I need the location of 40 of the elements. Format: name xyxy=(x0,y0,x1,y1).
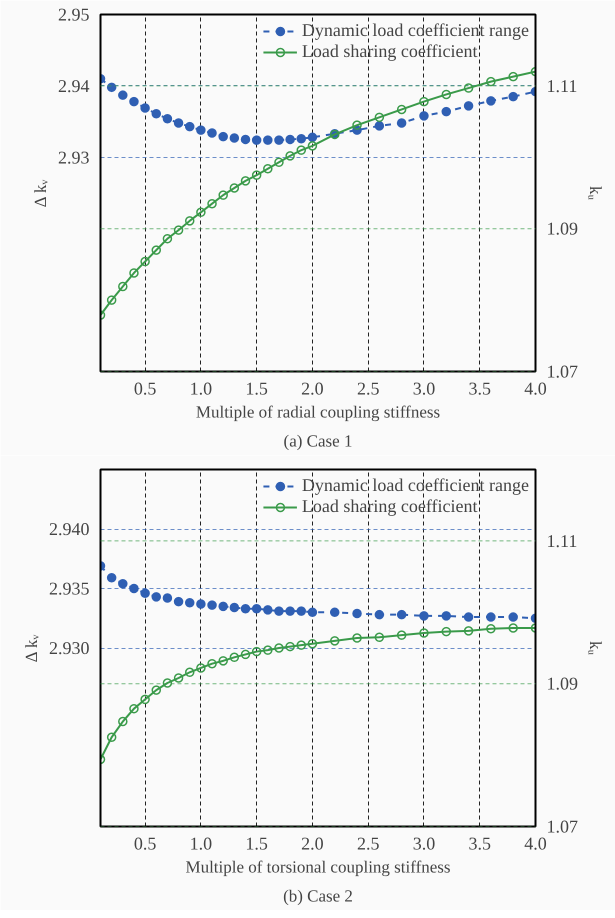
x-tick-label: 0.5 xyxy=(134,834,156,854)
x-tick-label: 1.5 xyxy=(245,834,268,854)
x-tick-label: 3.0 xyxy=(412,834,436,854)
x-tick-label: 2.5 xyxy=(356,378,380,398)
x-axis-title: Multiple of torsional coupling stiffness xyxy=(185,858,451,876)
y2-tick-label: 1.07 xyxy=(546,816,578,836)
y2-axis-title: kᵤ xyxy=(586,186,605,200)
x-tick-label: 2.5 xyxy=(356,834,380,854)
y-tick-label: 2.93 xyxy=(58,147,90,168)
text: (b) Case 2 xyxy=(283,886,353,906)
x-tick-label: 2.0 xyxy=(301,378,324,398)
y2-tick-label: 1.11 xyxy=(546,76,578,96)
y2-tick-label: 1.09 xyxy=(546,674,578,694)
legend-label: Load sharing coefficient xyxy=(302,41,478,62)
legend-label: Dynamic load coefficient range xyxy=(302,475,529,496)
text: (a) Case 1 xyxy=(284,432,352,450)
x-tick-label: 0.5 xyxy=(134,378,156,398)
y2-tick-label: 1.11 xyxy=(546,530,578,551)
y2-axis-title: kᵤ xyxy=(586,640,605,656)
y-axis-title: Δ kᵥ xyxy=(22,634,41,662)
x-tick-label: 1.0 xyxy=(190,378,212,398)
y-tick-label: 2.935 xyxy=(49,578,90,598)
x-tick-label: 1.0 xyxy=(190,834,212,854)
x-tick-label: 3.0 xyxy=(412,378,436,398)
x-tick-label: 4.0 xyxy=(524,834,547,854)
y2-tick-label: 1.09 xyxy=(546,218,578,239)
legend-label: Dynamic load coefficient range xyxy=(302,20,529,41)
x-axis-title: Multiple of radial coupling stiffness xyxy=(196,402,440,422)
y-tick-label: 2.940 xyxy=(49,519,90,539)
y-tick-label: 2.95 xyxy=(58,4,90,24)
legend-label: Load sharing coefficient xyxy=(302,496,478,517)
y-tick-label: 2.94 xyxy=(58,76,90,96)
x-tick-label: 3.5 xyxy=(468,378,491,398)
y2-tick-label: 1.07 xyxy=(546,362,578,382)
x-tick-label: 2.0 xyxy=(301,834,324,854)
x-tick-label: 4.0 xyxy=(524,378,547,398)
y-tick-label: 2.930 xyxy=(49,638,90,658)
x-tick-label: 3.5 xyxy=(468,834,491,854)
x-tick-label: 1.5 xyxy=(245,378,268,398)
y-axis-title: Δ kᵥ xyxy=(31,178,50,208)
